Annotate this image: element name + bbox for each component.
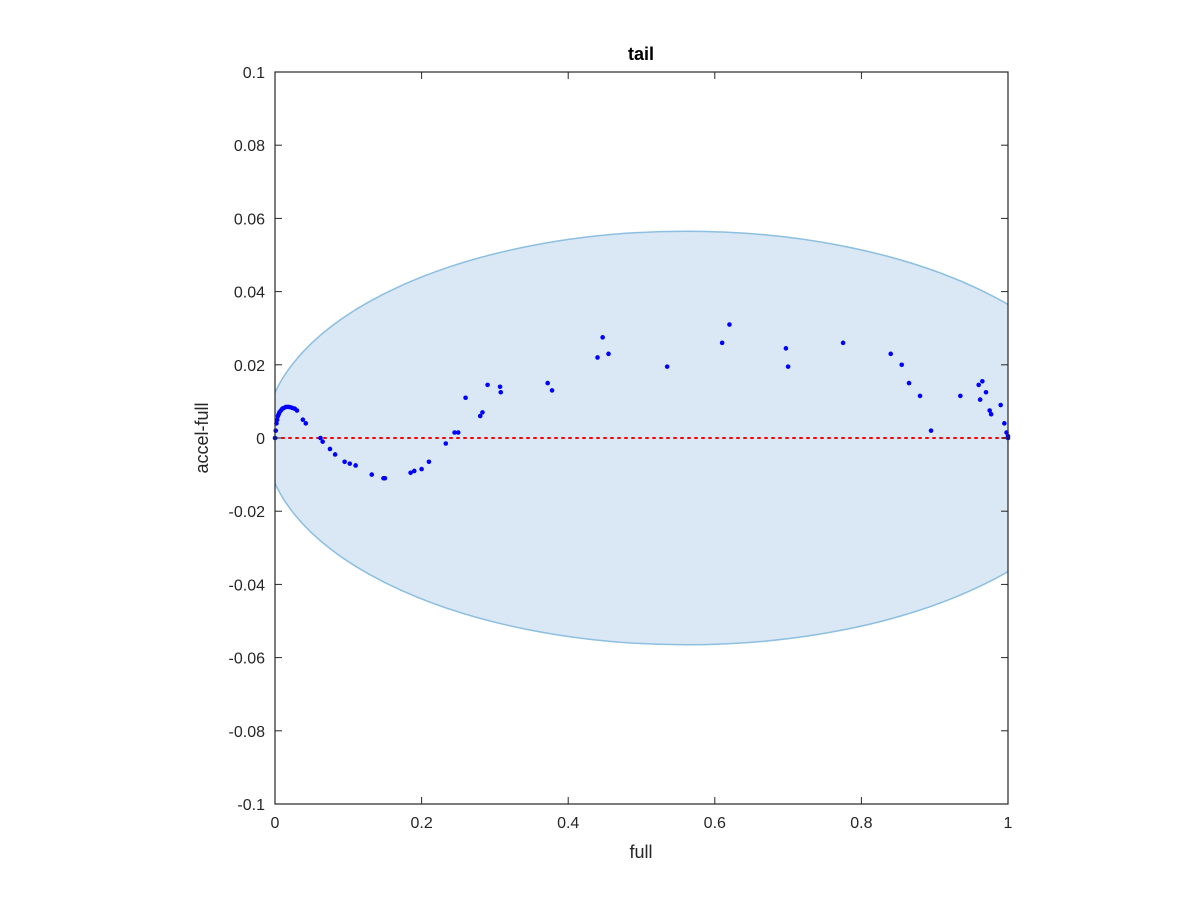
data-point — [840, 340, 846, 346]
y-tick-label: 0.02 — [234, 358, 265, 375]
y-tick-label: -0.08 — [229, 724, 266, 741]
data-point — [998, 402, 1003, 408]
data-point — [783, 346, 789, 351]
data-point — [485, 382, 490, 388]
x-axis-label: full — [629, 842, 652, 862]
data-point — [498, 389, 504, 395]
data-point — [917, 393, 923, 399]
data-point — [888, 351, 894, 357]
data-point — [549, 388, 555, 393]
y-axis-label: accel-full — [192, 402, 212, 473]
data-point — [353, 463, 358, 468]
y-tick-label: -0.06 — [229, 651, 266, 668]
data-point — [600, 335, 605, 340]
data-point — [369, 472, 375, 477]
y-tick-label: 0.08 — [234, 138, 265, 155]
y-tick-label: -0.02 — [229, 504, 266, 521]
data-point — [463, 395, 468, 401]
y-tick-label: 0 — [256, 431, 265, 448]
data-point — [426, 459, 432, 465]
y-tick-label: 0.04 — [234, 285, 265, 302]
x-tick-label: 0 — [271, 815, 280, 832]
data-point — [976, 382, 981, 388]
y-tick-label: 0.1 — [243, 65, 265, 82]
data-point — [455, 430, 461, 435]
chart-title: tail — [628, 44, 654, 64]
data-point — [664, 364, 670, 369]
data-point — [983, 389, 989, 395]
data-point — [477, 413, 483, 419]
data-point — [332, 452, 338, 457]
data-point — [443, 441, 449, 446]
data-point — [342, 459, 347, 465]
x-tick-label: 0.6 — [704, 815, 726, 832]
data-point — [327, 446, 333, 452]
data-point — [785, 364, 791, 369]
data-point — [347, 461, 353, 466]
data-point — [988, 411, 994, 417]
data-point — [980, 378, 985, 384]
ticks-layer: 0 0.2 0.4 0.6 0.8 1 -0.1 -0.08 -0.06 -0.04 -0.02 0 0… — [229, 65, 1013, 832]
data-point — [300, 417, 306, 423]
data-point — [274, 417, 280, 423]
x-tick-label: 0.4 — [557, 815, 579, 832]
data-point — [382, 475, 388, 481]
data-point — [987, 408, 992, 413]
data-point — [452, 430, 457, 435]
data-point — [318, 435, 323, 441]
x-tick-label: 0.2 — [410, 815, 432, 832]
y-tick-label: -0.1 — [237, 797, 265, 814]
x-tick-label: 0.8 — [850, 815, 872, 832]
y-tick-label: -0.04 — [229, 577, 266, 594]
data-point — [480, 410, 485, 415]
data-point — [1002, 421, 1007, 426]
data-point — [977, 397, 983, 402]
data-point — [719, 340, 725, 346]
y-tick-label: 0.06 — [234, 211, 265, 228]
data-point — [595, 355, 600, 360]
x-tick-label: 1 — [1004, 815, 1013, 832]
data-point — [294, 408, 300, 413]
data-point — [408, 470, 413, 476]
data-point — [928, 428, 934, 433]
data-point — [899, 362, 905, 368]
data-point — [545, 380, 550, 386]
data-point — [958, 393, 963, 399]
data-point — [606, 351, 611, 357]
data-point — [497, 384, 503, 390]
data-point — [320, 439, 325, 444]
data-point — [419, 466, 424, 472]
data-point — [273, 428, 279, 433]
data-point — [411, 468, 417, 474]
data-point — [727, 322, 732, 327]
data-point — [303, 421, 309, 426]
data-point — [906, 380, 912, 386]
